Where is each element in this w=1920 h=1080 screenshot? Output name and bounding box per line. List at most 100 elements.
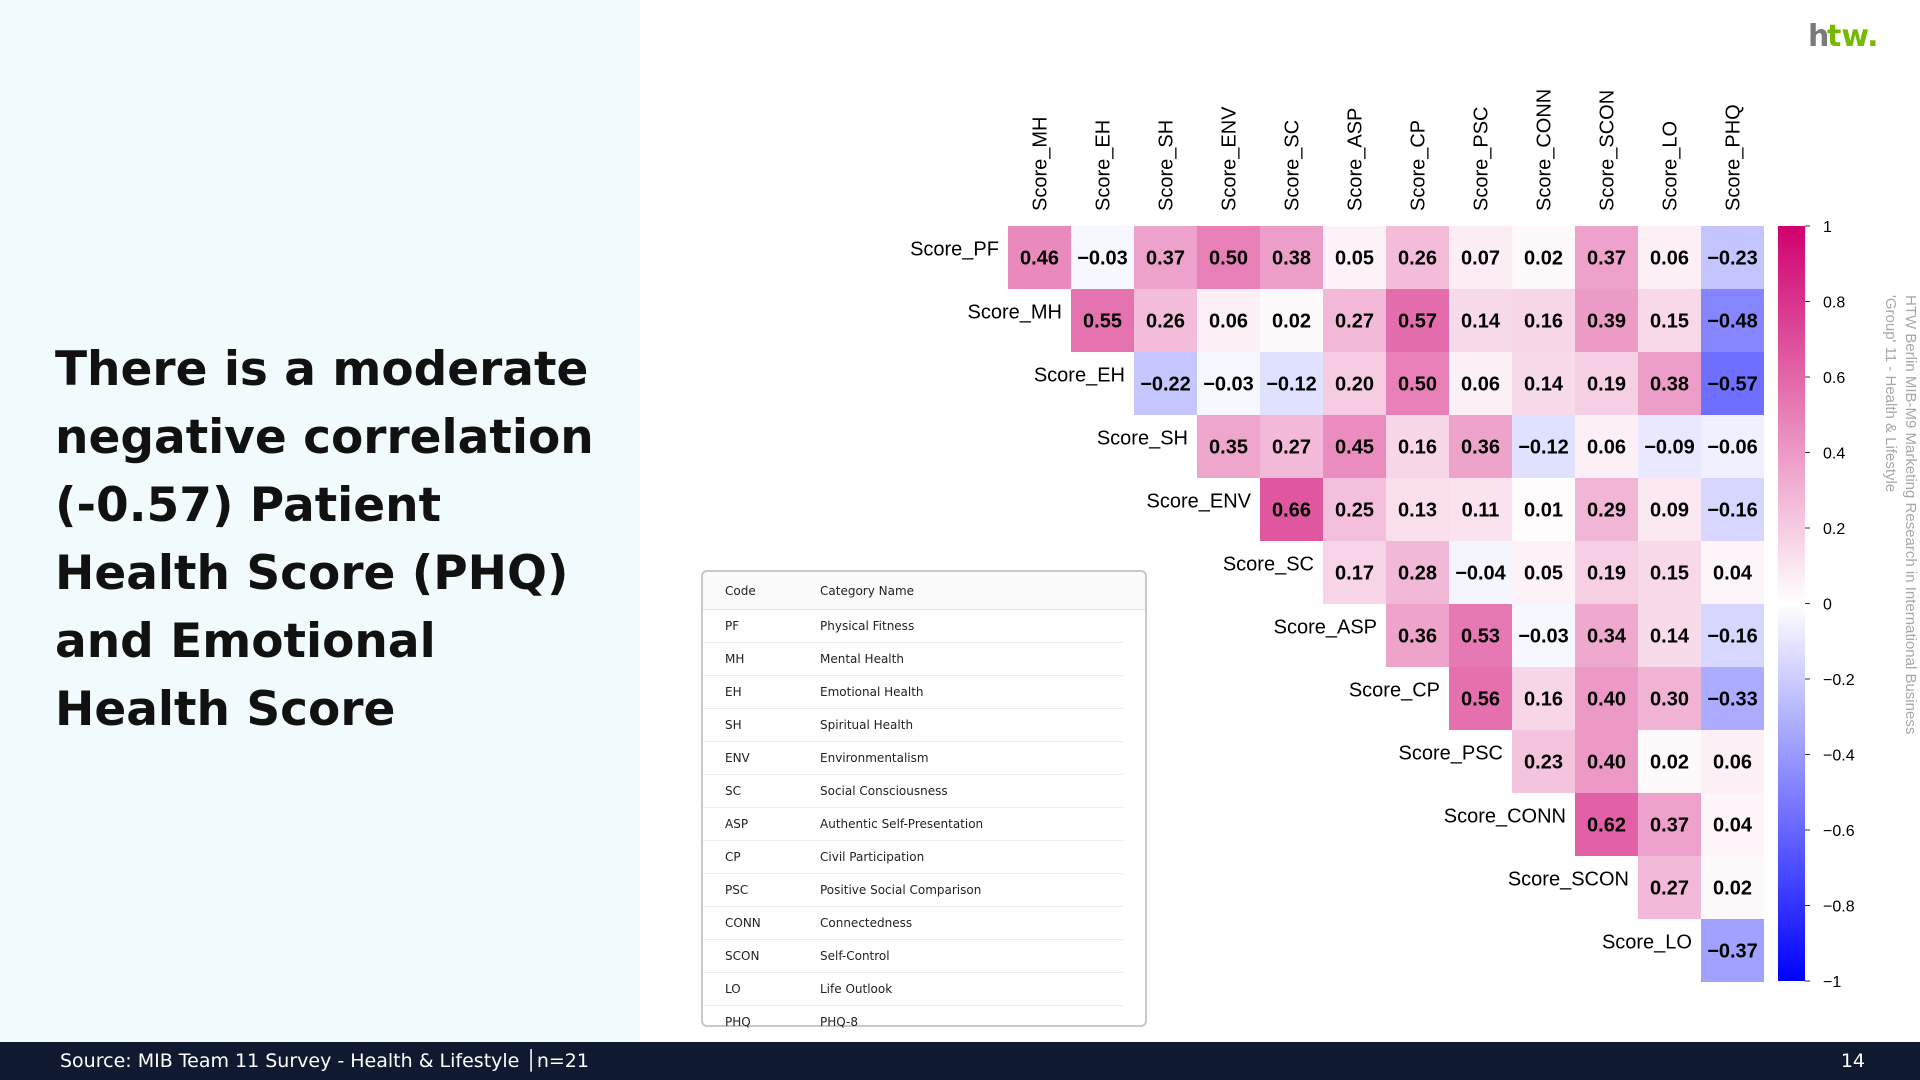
column-label: Score_CONN [1534, 89, 1556, 211]
cell-value-label: 0.19 [1587, 374, 1626, 396]
heatmap-cell [1134, 226, 1197, 289]
heatmap-cell [1197, 415, 1260, 478]
heatmap-cell [1638, 730, 1701, 793]
cell-value-label: −0.37 [1707, 941, 1758, 963]
cell-value-label: 0.38 [1272, 248, 1311, 270]
cell-value-label: 0.36 [1461, 437, 1500, 459]
cell-value-label: 0.66 [1272, 500, 1311, 522]
cell-value-label: 0.62 [1587, 815, 1626, 837]
heatmap-cell [1575, 604, 1638, 667]
left-panel: There is a moderate negative correlation… [0, 0, 640, 1042]
heatmap-cell [1449, 478, 1512, 541]
heatmap-cell [1512, 352, 1575, 415]
row-label: Score_SCON [1508, 869, 1629, 891]
cell-value-label: 0.27 [1272, 437, 1311, 459]
heatmap-cell [1575, 415, 1638, 478]
cell-value-label: 0.02 [1650, 752, 1689, 774]
colorbar-tick-label: −1 [1823, 974, 1841, 991]
cell-value-label: 0.46 [1020, 248, 1059, 270]
heatmap-cell [1386, 604, 1449, 667]
heatmap-cell [1323, 478, 1386, 541]
heatmap-cell [1197, 289, 1260, 352]
heatmap-cell [1701, 667, 1764, 730]
cell-value-label: 0.04 [1713, 563, 1753, 585]
heatmap-cell [1512, 226, 1575, 289]
heatmap-cell [1512, 289, 1575, 352]
heatmap-cell [1575, 730, 1638, 793]
header-code: Code [725, 583, 756, 598]
cell-value-label: 0.35 [1209, 437, 1248, 459]
heatmap-cell [1512, 541, 1575, 604]
heatmap-cell [1701, 793, 1764, 856]
heatmap-cell [1386, 478, 1449, 541]
heatmap-cell [1323, 541, 1386, 604]
cell-value-label: 0.26 [1398, 248, 1437, 270]
row-label: Score_SC [1223, 554, 1314, 576]
cell-value-label: 0.45 [1335, 437, 1374, 459]
svg-text:tw.: tw. [1827, 19, 1879, 54]
correlation-heatmap: 0.46 −0.03 0.37 0.50 0.38 0.05 0.26 0.07 0.02 0.3… [910, 89, 1855, 991]
heatmap-cell [1575, 289, 1638, 352]
side-note: HTW Berlin MIB-M9 Marketing Research in … [1880, 295, 1920, 734]
heatmap-cell [1449, 352, 1512, 415]
legend-code: SH [725, 718, 742, 732]
legend-row: SCON Self-Control [703, 940, 1123, 973]
source-note: Source: MIB Team 11 Survey - Health & Li… [60, 1050, 589, 1072]
heatmap-cell [1260, 415, 1323, 478]
legend-code: SCON [725, 949, 760, 963]
legend-row: PSC Positive Social Comparison [703, 874, 1123, 907]
legend-row: EH Emotional Health [703, 676, 1123, 709]
column-label: Score_SC [1282, 120, 1304, 211]
row-label: Score_PF [910, 239, 999, 261]
cell-value-label: 0.50 [1209, 248, 1248, 270]
cell-value-label: 0.40 [1587, 752, 1626, 774]
heatmap-cell [1638, 541, 1701, 604]
cell-value-label: 0.05 [1335, 248, 1374, 270]
cell-value-label: 0.28 [1398, 563, 1437, 585]
cell-value-label: −0.12 [1266, 374, 1317, 396]
cell-value-label: −0.03 [1203, 374, 1254, 396]
legend-category: Physical Fitness [820, 619, 915, 633]
htw-logo: h tw. [1808, 19, 1879, 54]
cell-value-label: 0.06 [1650, 248, 1689, 270]
colorbar [1778, 226, 1805, 981]
heatmap-cell [1512, 478, 1575, 541]
heatmap-cell [1701, 289, 1764, 352]
cell-value-label: 0.40 [1587, 689, 1626, 711]
legend-code: ENV [725, 751, 750, 765]
cell-value-label: −0.23 [1707, 248, 1758, 270]
heatmap-cell [1701, 541, 1764, 604]
page-number: 14 [1840, 1050, 1865, 1072]
cell-value-label: −0.03 [1518, 626, 1569, 648]
legend-code: CP [725, 850, 741, 864]
side-note-line-1: HTW Berlin MIB-M9 Marketing Research in … [1902, 295, 1919, 735]
legend-category: Positive Social Comparison [820, 883, 982, 897]
cell-value-label: 0.11 [1462, 500, 1500, 522]
legend-table-header: Code Category Name [703, 572, 1145, 610]
legend-category: Civil Participation [820, 850, 925, 864]
heatmap-cell [1386, 226, 1449, 289]
legend-category: Mental Health [820, 652, 904, 666]
cell-value-label: 0.06 [1209, 311, 1248, 333]
cell-value-label: 0.06 [1461, 374, 1500, 396]
cell-value-label: 0.07 [1461, 248, 1500, 270]
legend-code: PSC [725, 883, 749, 897]
legend-category: Self-Control [820, 949, 890, 963]
cell-value-label: 0.36 [1398, 626, 1437, 648]
column-label: Score_ENV [1219, 106, 1241, 211]
side-note-line-2: 'Group' 11 - Health & Lifestyle [1882, 295, 1899, 493]
cell-value-label: 0.14 [1650, 626, 1690, 648]
heatmap-cell [1701, 730, 1764, 793]
cell-value-label: 0.39 [1587, 311, 1626, 333]
heatmap-cell [1134, 289, 1197, 352]
heatmap-cell [1701, 478, 1764, 541]
cell-value-label: 0.57 [1398, 311, 1437, 333]
cell-value-label: 0.14 [1461, 311, 1501, 333]
legend-row: PHQ PHQ-8 [703, 1006, 1123, 1038]
heatmap-cell [1575, 226, 1638, 289]
legend-code: SC [725, 784, 741, 798]
colorbar-tick-label: −0.4 [1823, 748, 1855, 765]
cell-value-label: 0.27 [1650, 878, 1689, 900]
cell-value-label: 0.02 [1272, 311, 1311, 333]
heatmap-cell [1575, 667, 1638, 730]
